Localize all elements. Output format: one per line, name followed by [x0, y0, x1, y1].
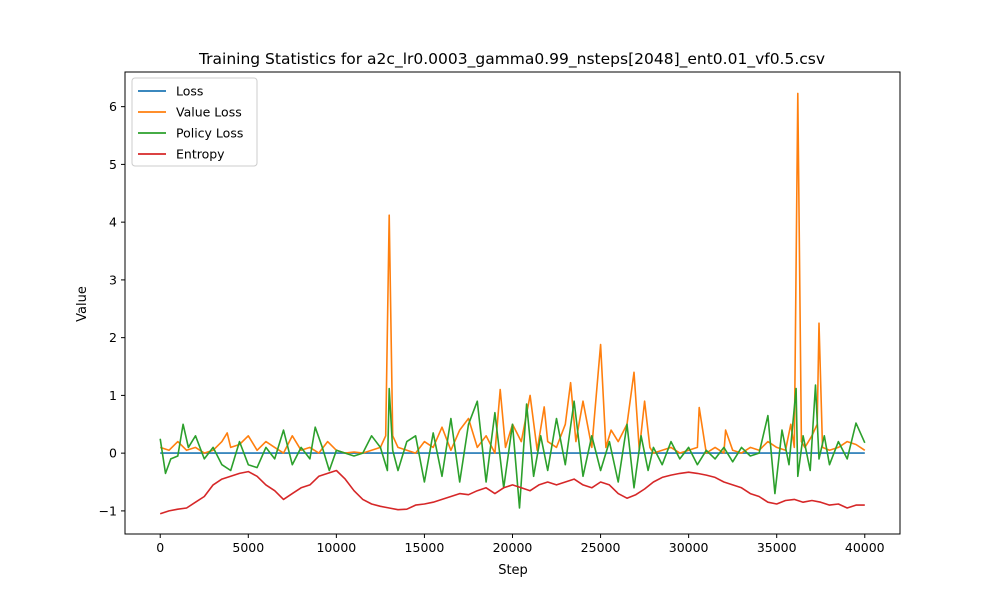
- x-tick-label: 40000: [845, 540, 885, 555]
- series-line-policy-loss: [159, 384, 866, 509]
- x-tick-label: 25000: [581, 540, 621, 555]
- y-tick-label: 6: [109, 99, 117, 114]
- legend-label: Policy Loss: [176, 126, 243, 141]
- y-axis: −1 0 1 2 3 4 5 6: [99, 99, 125, 518]
- x-tick-label: 20000: [493, 540, 533, 555]
- y-tick-label: 5: [109, 157, 117, 172]
- x-axis-label: Step: [498, 563, 528, 578]
- x-tick-label: 30000: [669, 540, 709, 555]
- chart-title: Training Statistics for a2c_lr0.0003_gam…: [198, 50, 825, 69]
- x-tick-label: 0: [156, 540, 164, 555]
- legend-label: Entropy: [176, 147, 225, 162]
- legend-label: Loss: [176, 84, 203, 99]
- y-tick-label: 3: [109, 272, 117, 287]
- x-tick-label: 35000: [757, 540, 797, 555]
- y-tick-label: 1: [109, 388, 117, 403]
- x-axis: 0 5000 10000 15000 20000 25000 30000 35000 40000: [156, 534, 885, 555]
- y-axis-label: Value: [75, 286, 90, 322]
- series-line-entropy: [159, 469, 865, 515]
- series-layer: [159, 92, 866, 515]
- legend-box: [131, 77, 258, 167]
- x-tick-label: 10000: [316, 540, 356, 555]
- legend: Loss Value Loss Policy Loss Entropy: [131, 77, 258, 167]
- y-tick-label: 2: [109, 330, 117, 345]
- series-line-value-loss: [159, 92, 866, 454]
- legend-label: Value Loss: [176, 105, 242, 120]
- x-tick-label: 5000: [232, 540, 264, 555]
- y-tick-label: 4: [109, 215, 117, 230]
- y-tick-label: −1: [99, 503, 117, 518]
- legend-items: Loss Value Loss Policy Loss Entropy: [138, 84, 243, 162]
- x-tick-label: 15000: [405, 540, 445, 555]
- y-tick-label: 0: [109, 446, 117, 461]
